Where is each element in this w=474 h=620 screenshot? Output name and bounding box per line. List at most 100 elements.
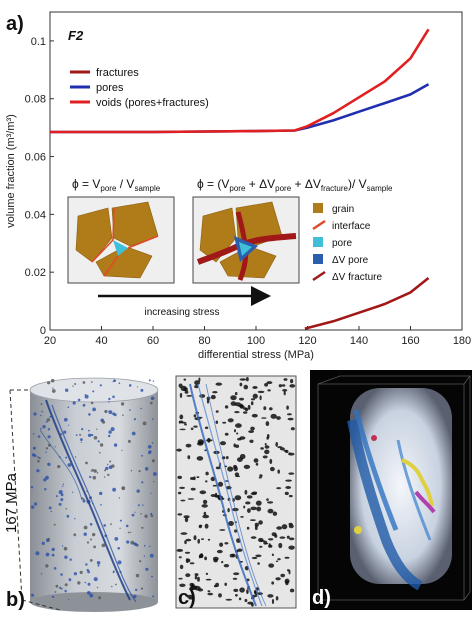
pore-dot [248,430,255,433]
y-tick-label: 0.1 [31,36,46,48]
pore-dot [105,466,109,471]
pore-dot [224,542,229,545]
pore-dot [109,460,112,463]
pore-dot [142,421,147,426]
pore-dot [212,391,218,394]
pore-dot [240,516,244,518]
bounding-box [317,375,471,601]
pore-dot [269,407,273,411]
x-axis-ticks: 20 40 60 80 100 120 140 160 180 [44,326,471,347]
pore-dot [212,556,219,561]
pore-dot [73,572,77,576]
pore-dot [68,424,70,426]
pore-dot [93,436,98,440]
pore-dot [193,476,196,481]
pore-dot [97,564,100,567]
pore-dot [45,564,49,568]
pore-dot [120,402,125,406]
pore-cluster [354,526,362,534]
pore-dot [184,423,187,426]
pore-dot [256,506,262,512]
pore-dot [64,555,68,559]
pore-dot [179,392,183,398]
pore-dot [88,413,91,416]
pore-dot [198,377,201,382]
pore-dot [66,514,70,518]
pore-dot [220,441,226,446]
pore-dot [113,379,116,383]
pore-dot [99,443,104,447]
pore-dot [65,456,68,459]
pore-dot [252,386,258,389]
pore-dot [272,511,278,516]
pore-dot [204,523,209,529]
pore-dot [40,573,43,575]
panel-b-cylinder [29,377,159,612]
pore-dot [93,545,96,549]
pore-dot [235,594,238,597]
pore-dot [90,401,94,405]
pore-dot [236,432,239,435]
pore-dot [150,514,154,518]
pore-dot [108,465,113,470]
pore-dot [121,486,126,491]
pore-dot [266,436,269,440]
pore-dot [234,472,240,477]
legend-entry: pores [96,82,124,94]
pore-dot [44,488,47,491]
panel-c-label: c) [178,587,196,609]
pore-dot [259,474,263,478]
pore-dot [194,573,199,577]
pore-dot [151,459,155,463]
pore-dot [288,472,295,475]
pore-dot [41,541,45,546]
pore-dot [74,518,76,520]
sample-label: F2 [68,28,84,43]
pore-dot [136,489,140,493]
pore-dot [30,505,35,509]
pore-dot [72,491,74,493]
pore-dot [184,540,187,545]
pore-dot [276,526,283,530]
pore-dot [185,573,191,578]
cylinder-bottom [30,592,158,612]
pore-dot [96,428,98,430]
pore-dot [221,560,224,564]
pore-dot [108,434,111,438]
pore-dot [184,551,191,554]
pore-dot [137,504,140,507]
legend-entry: fractures [96,67,139,79]
pore-dot [199,490,207,495]
pore-dot [184,517,189,523]
pore-dot [176,448,182,452]
pore-dot [266,381,273,385]
formula-left: ϕ = Vpore / Vsample [72,177,161,193]
pore-dot [92,390,95,393]
pore-dot [48,506,52,510]
pore-dot [218,593,222,598]
pore-dot [89,523,93,526]
pore-dot [138,470,141,473]
pore-dot [89,559,93,562]
pore-dot [240,403,244,409]
pore-dot [153,481,155,483]
y-tick-label: 0.06 [25,152,46,164]
pore-dot [30,486,34,489]
pore-dot [278,542,283,549]
pore-dot [53,567,57,570]
x-tick-label: 40 [95,335,107,347]
pore-dot [268,544,273,548]
pore-dot [69,558,72,561]
pore-cluster [401,458,434,507]
pore-dot [91,381,93,383]
pore-dot [275,577,281,581]
pore-dot [58,502,62,506]
pore-dot [289,384,296,388]
pore-dot [196,456,204,461]
pore-dot [260,447,264,450]
pore-dot [86,568,90,572]
pore-dot [126,540,130,544]
pore-dot [45,451,47,453]
pore-dot [82,498,85,501]
pore-dot [43,478,47,482]
